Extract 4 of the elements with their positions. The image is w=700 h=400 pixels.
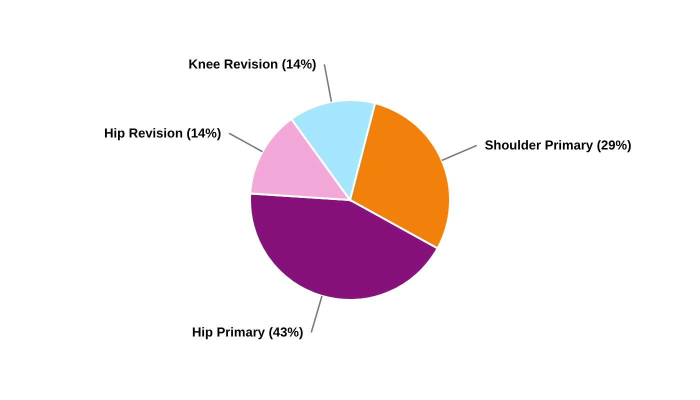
slice-label: Hip Primary (43%) [192, 324, 304, 340]
slice-label: Shoulder Primary (29%) [484, 137, 632, 152]
slice-label: Knee Revision (14%) [188, 56, 316, 72]
slice-label: Hip Revision (14%) [104, 125, 222, 140]
